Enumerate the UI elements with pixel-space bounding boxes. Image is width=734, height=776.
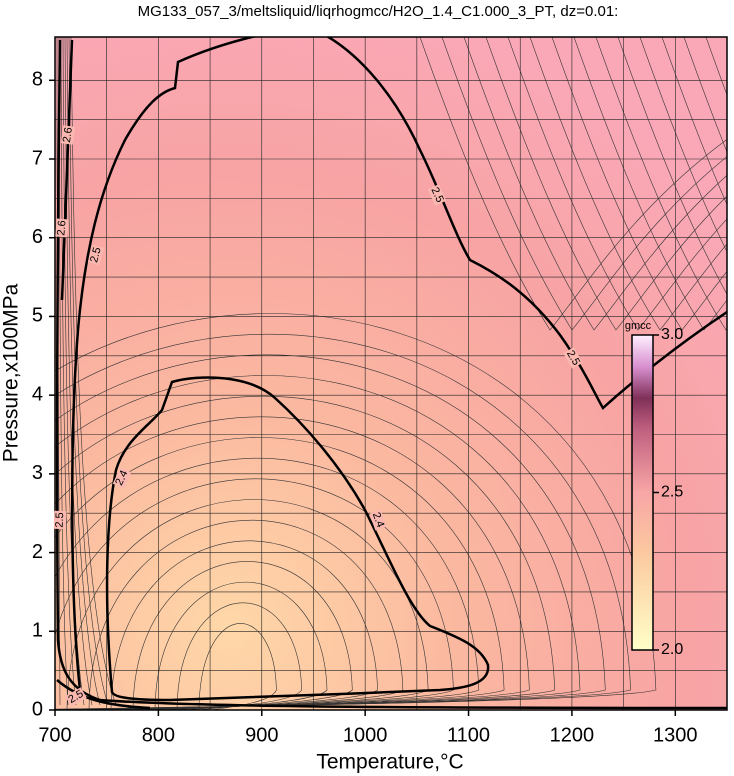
colorbar xyxy=(631,334,654,651)
contour-label: 2.6 xyxy=(55,220,68,236)
x-tick-label: 1200 xyxy=(550,724,595,746)
contour-label: 2.4 xyxy=(113,468,130,487)
y-axis-label: Pressure,x100MPa xyxy=(0,283,23,462)
thin-contour xyxy=(595,37,727,331)
x-tick-label: 800 xyxy=(142,724,175,746)
thin-contour xyxy=(60,37,77,706)
contour xyxy=(56,39,151,710)
thin-contour xyxy=(463,37,727,331)
contour-label-bg xyxy=(65,687,87,707)
contour-label-bg xyxy=(112,467,132,489)
y-tick-label: 4 xyxy=(32,383,43,405)
chart-title: MG133_057_3/meltsliquid/liqrhogmcc/H2O_1… xyxy=(138,3,619,20)
contour-label-group: 2.4 xyxy=(369,509,387,531)
contour-label-bg xyxy=(55,218,69,238)
x-axis-label: Temperature,°C xyxy=(316,751,463,774)
plot-frame xyxy=(54,36,728,711)
x-tick-label: 900 xyxy=(245,724,278,746)
contour-label-group: 2.6 xyxy=(55,218,69,238)
thin-contour xyxy=(661,37,727,206)
contour-label: 2.5 xyxy=(428,185,445,204)
contour xyxy=(105,376,490,702)
thin-contour xyxy=(485,37,727,331)
contour-label-group: 2.6 xyxy=(60,125,76,145)
thin-contour xyxy=(639,37,727,253)
plot-area xyxy=(55,37,727,710)
colorbar-tick-label: 3.0 xyxy=(661,326,683,343)
y-tick-label: 0 xyxy=(32,698,43,720)
contour-label-group: 2.4 xyxy=(112,467,132,489)
contour-label-bg xyxy=(427,184,447,206)
colorbar-tick-label: 2.5 xyxy=(661,484,683,501)
thin-contour xyxy=(573,37,727,331)
contour xyxy=(70,37,727,691)
contour-label-bg xyxy=(60,125,76,145)
contour-label: 2.4 xyxy=(370,511,387,529)
thin-contour xyxy=(70,37,117,706)
contour xyxy=(55,39,727,710)
y-tick-label: 7 xyxy=(32,147,43,169)
thin-contour xyxy=(529,37,727,331)
thin-contour xyxy=(55,313,657,710)
contour-label-bg xyxy=(563,347,583,369)
y-tick-label: 6 xyxy=(32,226,43,248)
contour-label-group: 2.5 xyxy=(87,244,105,266)
contour-label-bg xyxy=(369,509,387,531)
contour-label-bg xyxy=(87,244,105,266)
x-tick-label: 1100 xyxy=(447,724,490,746)
thin-contour xyxy=(419,37,727,331)
x-tick-label: 1300 xyxy=(653,724,698,746)
y-tick-label: 8 xyxy=(32,69,43,91)
colorbar-tick-label: 2.0 xyxy=(661,641,683,658)
thin-contour xyxy=(507,37,727,331)
y-tick-label: 1 xyxy=(32,620,43,642)
contour-label: 2.5 xyxy=(54,512,67,528)
y-tick-label: 3 xyxy=(32,462,43,484)
contour-label-group: 2.5 xyxy=(53,510,67,530)
contour-label: 2.5 xyxy=(88,246,104,264)
contour-label-group: 2.5 xyxy=(427,184,447,206)
thin-contour xyxy=(683,37,727,153)
contour-label: 2.6 xyxy=(61,127,75,144)
x-tick-label: 1000 xyxy=(343,724,388,746)
x-tick-label: 700 xyxy=(38,724,71,746)
thin-contour xyxy=(64,37,93,706)
thin-contour xyxy=(68,37,109,706)
y-tick-label: 2 xyxy=(32,541,43,563)
thin-contour xyxy=(551,37,727,331)
contour-label-bg xyxy=(53,510,67,530)
thin-contour xyxy=(728,37,734,330)
y-tick-label: 5 xyxy=(32,305,43,327)
thin-contour xyxy=(617,37,727,295)
colorbar-label: gmcc xyxy=(625,320,652,332)
